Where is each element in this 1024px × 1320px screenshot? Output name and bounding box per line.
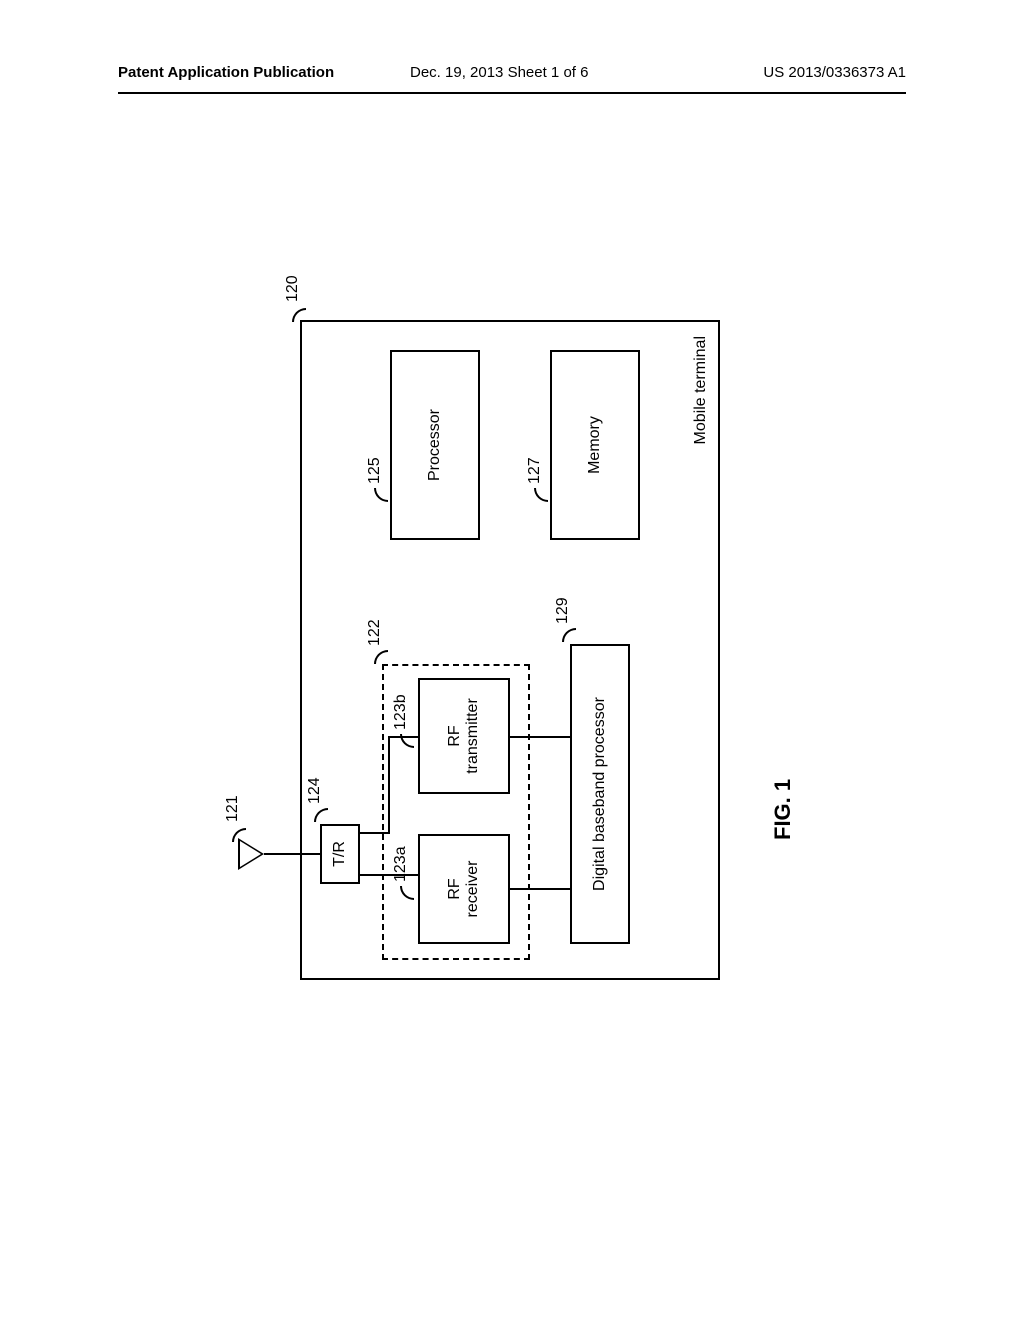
wire-tr-right-a xyxy=(360,832,390,834)
wire-tr-left xyxy=(360,874,418,876)
ref-124: 124 xyxy=(306,777,324,804)
ref-121: 121 xyxy=(224,795,242,822)
baseband-label: Digital baseband processor xyxy=(591,697,609,891)
rf-transmitter-label: RF transmitter xyxy=(446,698,482,774)
wire-ant-tr xyxy=(300,853,320,855)
antenna-stem xyxy=(264,853,300,855)
page: Patent Application Publication Dec. 19, … xyxy=(0,0,1024,1320)
wire-rx-bb xyxy=(510,888,570,890)
ref-127: 127 xyxy=(526,457,544,484)
processor-box: Processor xyxy=(390,350,480,540)
ref-125: 125 xyxy=(366,457,384,484)
rf-transmitter-box: RF transmitter xyxy=(418,678,510,794)
header-pubnum: US 2013/0336373 A1 xyxy=(763,64,906,81)
wire-tr-right-c xyxy=(388,736,418,738)
memory-label: Memory xyxy=(586,416,604,474)
figure-1: Mobile terminal 120 121 T/R 124 122 xyxy=(130,300,890,1000)
ref-129: 129 xyxy=(554,597,572,624)
tr-switch-label: T/R xyxy=(331,841,349,867)
antenna-icon xyxy=(238,838,264,870)
ref-122: 122 xyxy=(366,619,384,646)
ref-120: 120 xyxy=(284,275,302,302)
figure-caption: FIG. 1 xyxy=(770,779,796,840)
figure-1-rotated: Mobile terminal 120 121 T/R 124 122 xyxy=(250,300,770,1000)
rf-receiver-box: RF receiver xyxy=(418,834,510,944)
wire-tx-bb xyxy=(510,736,570,738)
lead-121 xyxy=(232,828,246,842)
processor-label: Processor xyxy=(426,409,444,481)
ref-123b: 123b xyxy=(392,694,410,730)
header-rule xyxy=(118,92,906,94)
mobile-terminal-label: Mobile terminal xyxy=(692,336,710,444)
header-publication: Patent Application Publication xyxy=(118,64,334,81)
rf-receiver-label: RF receiver xyxy=(446,861,482,918)
page-header: Patent Application Publication Dec. 19, … xyxy=(0,64,1024,88)
tr-switch-box: T/R xyxy=(320,824,360,884)
header-sheet: Dec. 19, 2013 Sheet 1 of 6 xyxy=(410,64,588,81)
lead-120 xyxy=(292,308,306,322)
ref-123a: 123a xyxy=(392,846,410,882)
memory-box: Memory xyxy=(550,350,640,540)
wire-tr-right-b xyxy=(388,736,390,834)
baseband-box: Digital baseband processor xyxy=(570,644,630,944)
